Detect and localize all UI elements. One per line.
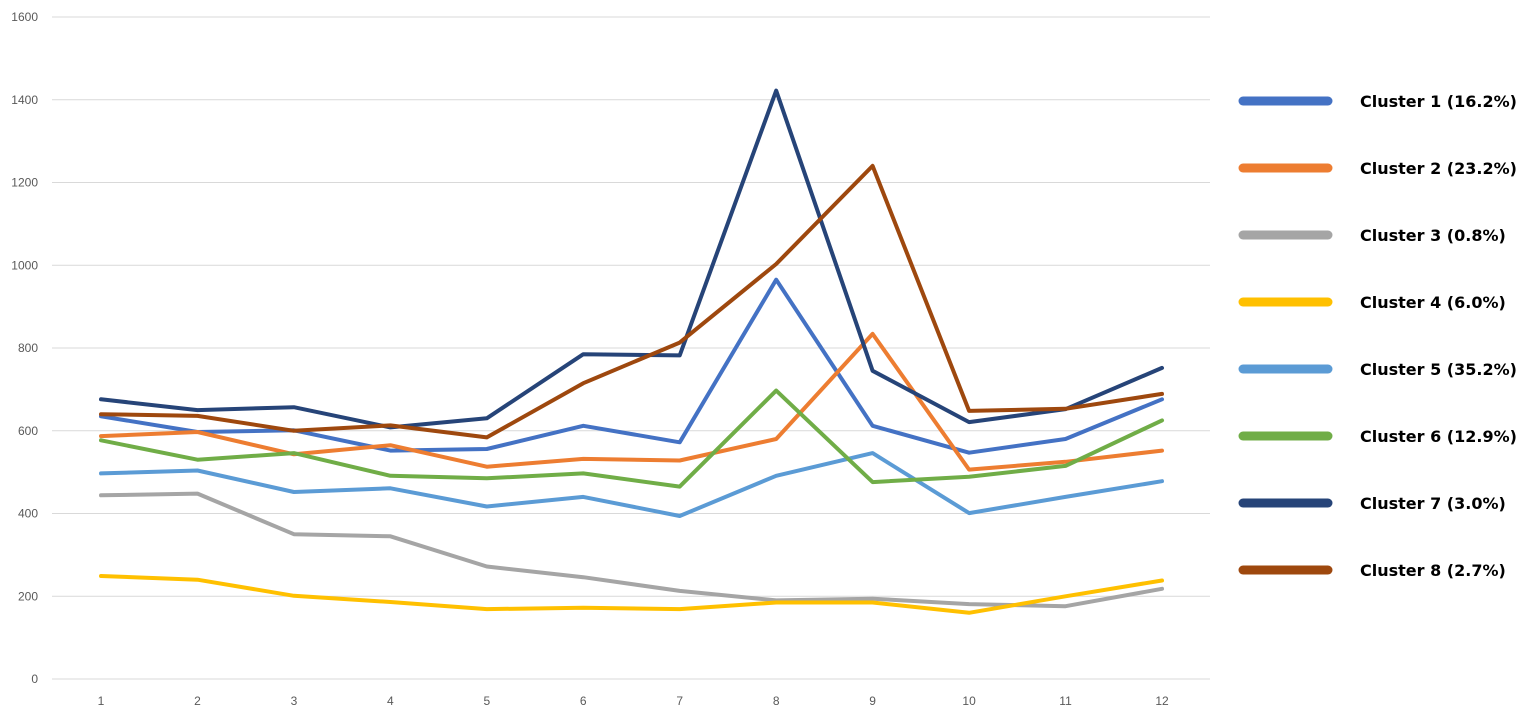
legend-label: Cluster 7 (3.0%): [1360, 494, 1506, 513]
legend-item-cluster-8[interactable]: Cluster 8 (2.7%): [1238, 561, 1506, 580]
series-line-cluster-8: [99, 163, 1164, 440]
legend-label: Cluster 5 (35.2%): [1360, 360, 1517, 379]
legend: Cluster 1 (16.2%) Cluster 2 (23.2%) Cluste…: [1238, 92, 1517, 580]
series-line-cluster-5: [99, 451, 1164, 518]
x-tick-label: 12: [1155, 694, 1169, 708]
series-line-cluster-6: [99, 388, 1164, 489]
legend-label: Cluster 2 (23.2%): [1360, 159, 1517, 178]
x-axis-ticks: 1 2 3 4 5 6 7 8 9 10 11 12: [98, 694, 1169, 708]
x-tick-label: 2: [194, 694, 201, 708]
series-line-cluster-1: [99, 277, 1164, 455]
y-tick-label: 400: [18, 507, 38, 521]
y-axis-ticks: 0 200 400 600 800 1000 1200 1400 1600: [11, 10, 38, 686]
legend-label: Cluster 1 (16.2%): [1360, 92, 1517, 111]
legend-label: Cluster 4 (6.0%): [1360, 293, 1506, 312]
x-tick-label: 10: [962, 694, 976, 708]
series-line-cluster-4: [99, 574, 1164, 615]
series-line-cluster-7: [99, 88, 1164, 430]
grid: [52, 16, 1210, 680]
legend-item-cluster-5[interactable]: Cluster 5 (35.2%): [1238, 360, 1517, 379]
x-tick-label: 6: [580, 694, 587, 708]
x-tick-label: 3: [291, 694, 298, 708]
y-tick-label: 800: [18, 341, 38, 355]
series-line-cluster-2: [99, 331, 1164, 472]
y-tick-label: 0: [31, 672, 38, 686]
x-tick-label: 5: [483, 694, 490, 708]
legend-item-cluster-3[interactable]: Cluster 3 (0.8%): [1238, 226, 1506, 245]
y-tick-label: 1200: [11, 176, 38, 190]
x-tick-label: 7: [676, 694, 683, 708]
y-tick-label: 1600: [11, 10, 38, 24]
legend-item-cluster-6[interactable]: Cluster 6 (12.9%): [1238, 427, 1517, 446]
x-tick-label: 8: [773, 694, 780, 708]
legend-item-cluster-7[interactable]: Cluster 7 (3.0%): [1238, 494, 1506, 513]
x-tick-label: 4: [387, 694, 394, 708]
legend-item-cluster-2[interactable]: Cluster 2 (23.2%): [1238, 159, 1517, 178]
x-tick-label: 1: [98, 694, 105, 708]
series-line-cluster-3: [99, 491, 1164, 609]
legend-item-cluster-1[interactable]: Cluster 1 (16.2%): [1238, 92, 1517, 111]
y-tick-label: 1400: [11, 93, 38, 107]
y-tick-label: 600: [18, 424, 38, 438]
series-lines: [99, 88, 1164, 615]
legend-item-cluster-4[interactable]: Cluster 4 (6.0%): [1238, 293, 1506, 312]
x-tick-label: 11: [1059, 694, 1072, 708]
y-tick-label: 200: [18, 589, 38, 603]
legend-label: Cluster 3 (0.8%): [1360, 226, 1506, 245]
y-tick-label: 1000: [11, 258, 38, 272]
legend-label: Cluster 8 (2.7%): [1360, 561, 1506, 580]
x-tick-label: 9: [869, 694, 876, 708]
legend-label: Cluster 6 (12.9%): [1360, 427, 1517, 446]
